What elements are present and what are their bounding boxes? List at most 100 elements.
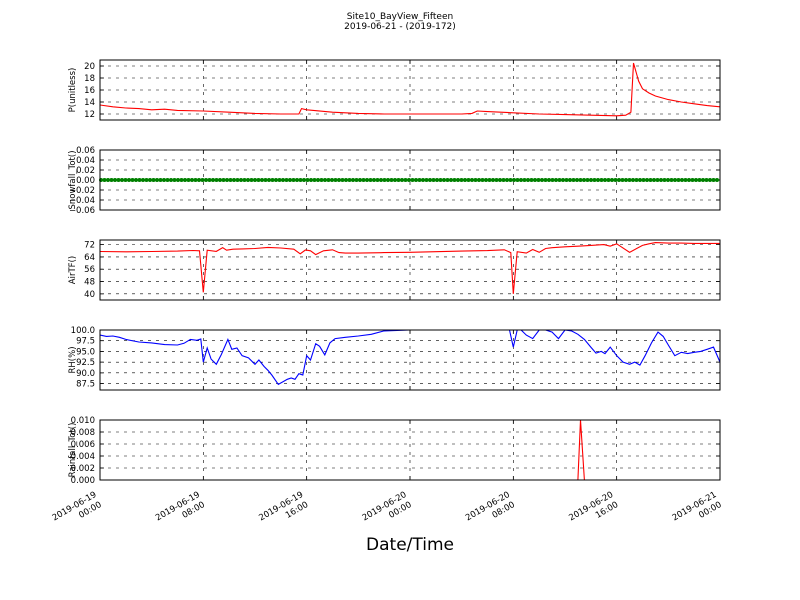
series-marker [239, 178, 243, 182]
panel-frame [99, 419, 721, 481]
series-marker [589, 178, 593, 182]
series-marker [365, 178, 369, 182]
series-marker [452, 178, 457, 182]
series-marker [414, 178, 418, 182]
series-marker [470, 178, 474, 182]
series-marker [218, 178, 222, 182]
series-marker [557, 178, 562, 182]
series-marker [242, 178, 247, 182]
series-marker [333, 178, 338, 182]
series-marker [330, 178, 334, 182]
series-marker [480, 178, 485, 182]
series-marker [319, 178, 324, 182]
series-marker [466, 178, 471, 182]
series-marker [354, 178, 359, 182]
y-tick-label: 0.06 [76, 146, 95, 156]
series-marker [599, 178, 604, 182]
y-tick-label: 14 [84, 98, 95, 108]
y-tick-label: 40 [84, 290, 95, 300]
series-marker [526, 178, 530, 182]
y-axis-label: AirTF() [68, 256, 78, 284]
series-marker [708, 178, 712, 182]
y-tick-label: −0.06 [69, 206, 95, 216]
series-marker [627, 178, 632, 182]
series-marker [400, 178, 404, 182]
series-marker [491, 178, 495, 182]
series-marker [449, 178, 453, 182]
y-tick-label: 12 [84, 110, 95, 120]
y-tick-label: 20 [84, 62, 95, 72]
series-marker [155, 178, 159, 182]
panel-2: −0.06−0.04−0.020.000.020.040.06Snowfall_… [68, 146, 721, 216]
chart-title: Site10_BayView_Fifteen [347, 12, 453, 22]
series-marker [442, 178, 446, 182]
series-marker [652, 178, 656, 182]
series-marker [102, 178, 107, 182]
series-marker [305, 178, 310, 182]
chart-subtitle: 2019-06-21 - (2019-172) [344, 22, 456, 32]
y-tick-label: 0.02 [76, 166, 95, 176]
panel-5: 0.000 0.002 0.004 0.006 0.008 0.010Rainfall_T… [68, 416, 721, 486]
y-tick-label: 16 [84, 86, 95, 96]
series-marker [260, 178, 264, 182]
series-marker [536, 178, 541, 182]
series-marker [130, 178, 135, 182]
series-marker [162, 178, 166, 182]
series-marker [344, 178, 348, 182]
series-marker [151, 178, 156, 182]
series-marker [445, 178, 450, 182]
y-tick-label: 87.5 [76, 380, 95, 390]
series-marker [291, 178, 296, 182]
y-tick-label: 97.5 [76, 337, 95, 347]
series-marker [554, 178, 558, 182]
y-axis-label: Snowfall_Tot() [68, 150, 78, 209]
series-marker [648, 178, 653, 182]
panel-frame [99, 329, 721, 391]
series-marker [284, 178, 289, 182]
panel-3: 40 48 56 64 72 AirTF() [68, 239, 721, 301]
series-marker [340, 178, 345, 182]
series-marker [592, 178, 597, 182]
y-tick-label: 72 [84, 241, 95, 251]
series-marker [396, 178, 401, 182]
y-tick-label: 64 [84, 253, 95, 263]
series-marker [666, 178, 670, 182]
series-marker [711, 178, 716, 182]
y-tick-label: 48 [84, 278, 95, 288]
series-marker [316, 178, 320, 182]
series-marker [575, 178, 579, 182]
series-marker [410, 178, 415, 182]
y-tick-label: 0.004 [71, 452, 95, 462]
series-marker [631, 178, 635, 182]
series-marker [715, 178, 719, 182]
series-marker [515, 178, 520, 182]
series-marker [372, 178, 376, 182]
series-marker [263, 178, 268, 182]
series-marker [564, 178, 569, 182]
series-marker [382, 178, 387, 182]
series-marker [690, 178, 695, 182]
series-marker [620, 178, 625, 182]
panel-frame [99, 239, 721, 301]
series-marker [428, 178, 432, 182]
y-tick-label: 0.04 [76, 156, 95, 166]
series-marker [253, 178, 257, 182]
series-marker [347, 178, 352, 182]
series-marker [687, 178, 691, 182]
series-marker [172, 178, 177, 182]
series-marker [113, 178, 117, 182]
series-marker [501, 178, 506, 182]
series-marker [186, 178, 191, 182]
series-marker [288, 178, 292, 182]
series-marker [459, 178, 464, 182]
y-tick-label: 0.010 [71, 416, 95, 426]
series-marker [256, 178, 261, 182]
series-marker [463, 178, 467, 182]
series-marker [655, 178, 660, 182]
series-marker [641, 178, 646, 182]
series-marker [550, 178, 555, 182]
series-marker [578, 178, 583, 182]
series-marker [610, 178, 614, 182]
